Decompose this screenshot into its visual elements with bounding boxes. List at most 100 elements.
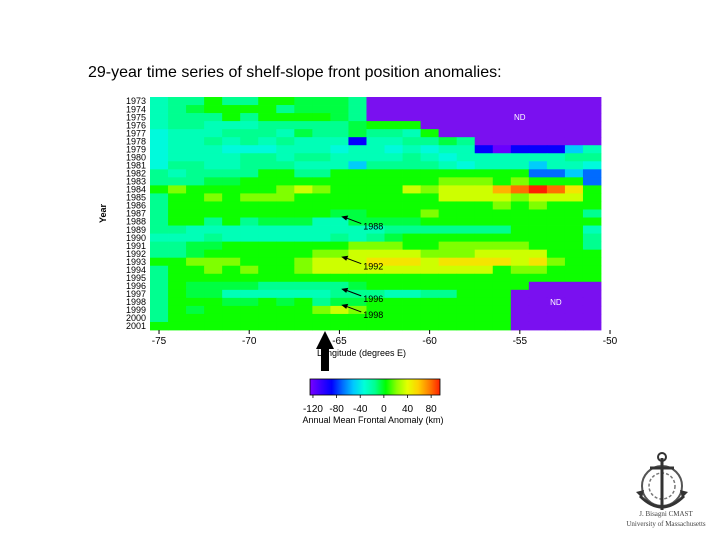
heatmap-cell — [420, 121, 440, 130]
heatmap-cell — [258, 185, 277, 194]
heatmap-cell — [420, 201, 440, 210]
heatmap-cell — [258, 105, 277, 114]
heatmap-cell — [384, 105, 403, 114]
heatmap-cell — [564, 249, 584, 259]
heatmap-cell — [384, 209, 403, 218]
heatmap-cell — [150, 169, 169, 178]
heatmap-cell — [204, 153, 223, 162]
heatmap-cell — [168, 289, 187, 299]
heatmap-cell — [420, 225, 440, 234]
heatmap-cell — [492, 201, 512, 210]
heatmap-cell — [258, 209, 277, 218]
heatmap-cell — [348, 321, 367, 331]
heatmap-cell — [222, 249, 241, 259]
year-tick-label: 1974 — [126, 104, 146, 114]
year-tick-label: 1979 — [126, 144, 146, 154]
heatmap-cell — [582, 257, 602, 267]
heatmap-cell — [276, 265, 295, 275]
year-tick-label: 1999 — [126, 305, 146, 315]
heatmap-cell — [348, 177, 367, 186]
heatmap-cell — [258, 297, 277, 307]
heatmap-cell — [186, 97, 205, 106]
heatmap-cell — [456, 137, 476, 146]
year-tick-label: 1990 — [126, 233, 146, 243]
heatmap-cell — [420, 129, 440, 138]
heatmap-cell — [240, 97, 259, 106]
heatmap-cell — [240, 153, 259, 162]
heatmap-cell — [456, 289, 476, 299]
heatmap-cell — [204, 233, 223, 243]
heatmap-cell — [510, 233, 530, 243]
heatmap-cell — [456, 281, 476, 291]
heatmap-cell — [510, 169, 530, 178]
heatmap-cell — [150, 217, 169, 226]
heatmap-cell — [204, 225, 223, 234]
heatmap-cell — [582, 249, 602, 259]
heatmap-cell — [240, 257, 259, 267]
heatmap-cell — [330, 217, 349, 226]
heatmap-cell — [564, 201, 584, 210]
heatmap-cell — [258, 265, 277, 275]
heatmap-cell — [240, 313, 259, 323]
heatmap-cell — [456, 257, 476, 267]
x-axis-label: Longitude (degrees E) — [317, 348, 406, 358]
heatmap-cell — [420, 313, 440, 323]
heatmap-cell — [438, 273, 458, 283]
heatmap-cell — [276, 97, 295, 106]
heatmap-cell — [384, 97, 403, 106]
heatmap-cell — [402, 225, 421, 234]
heatmap-cell — [150, 105, 169, 114]
colorbar-tick-label: -80 — [329, 404, 344, 415]
heatmap-cell — [312, 321, 331, 331]
heatmap-cell — [456, 177, 476, 186]
heatmap-cell — [366, 249, 385, 259]
heatmap-cell — [420, 193, 440, 202]
heatmap-cell — [492, 217, 512, 226]
heatmap-cell — [492, 145, 512, 154]
heatmap-cell — [258, 217, 277, 226]
heatmap-cell — [330, 121, 349, 130]
heatmap-cell — [276, 113, 295, 122]
heatmap-cell — [276, 121, 295, 130]
heatmap-cell — [222, 233, 241, 243]
heatmap-cell — [222, 273, 241, 283]
heatmap-cell — [150, 209, 169, 218]
heatmap-cell — [510, 177, 530, 186]
heatmap-cell — [384, 321, 403, 331]
heatmap-cell — [186, 153, 205, 162]
heatmap-cell — [240, 161, 259, 170]
heatmap-cell — [168, 209, 187, 218]
heatmap-cell — [276, 233, 295, 243]
heatmap-cell — [204, 129, 223, 138]
heatmap-cell — [222, 297, 241, 307]
heatmap-cell — [222, 105, 241, 114]
heatmap-cell — [330, 313, 349, 323]
heatmap-cell — [204, 185, 223, 194]
heatmap-cell — [384, 281, 403, 291]
heatmap-cell — [168, 201, 187, 210]
heatmap-cell — [312, 305, 331, 315]
heatmap-cell — [528, 281, 548, 291]
heatmap-cell — [492, 105, 512, 114]
heatmap-cell — [168, 105, 187, 114]
heatmap-cell — [528, 241, 548, 251]
heatmap-cell — [528, 169, 548, 178]
heatmap-cell — [546, 305, 566, 315]
heatmap-cell — [168, 265, 187, 275]
heatmap-cell — [222, 241, 241, 251]
heatmap-cell — [564, 105, 584, 114]
heatmap-cell — [402, 249, 421, 259]
heatmap-cell — [456, 209, 476, 218]
heatmap-cell — [294, 97, 313, 106]
heatmap-cell — [564, 225, 584, 234]
heatmap-cell — [240, 145, 259, 154]
heatmap-cell — [420, 105, 440, 114]
heatmap-cell — [582, 177, 602, 186]
heatmap-cell — [186, 217, 205, 226]
heatmap-cell — [438, 169, 458, 178]
heatmap-cell — [456, 233, 476, 243]
heatmap-cell — [150, 265, 169, 275]
heatmap-cell — [294, 289, 313, 299]
heatmap-cell — [402, 217, 421, 226]
heatmap-cell — [582, 217, 602, 226]
